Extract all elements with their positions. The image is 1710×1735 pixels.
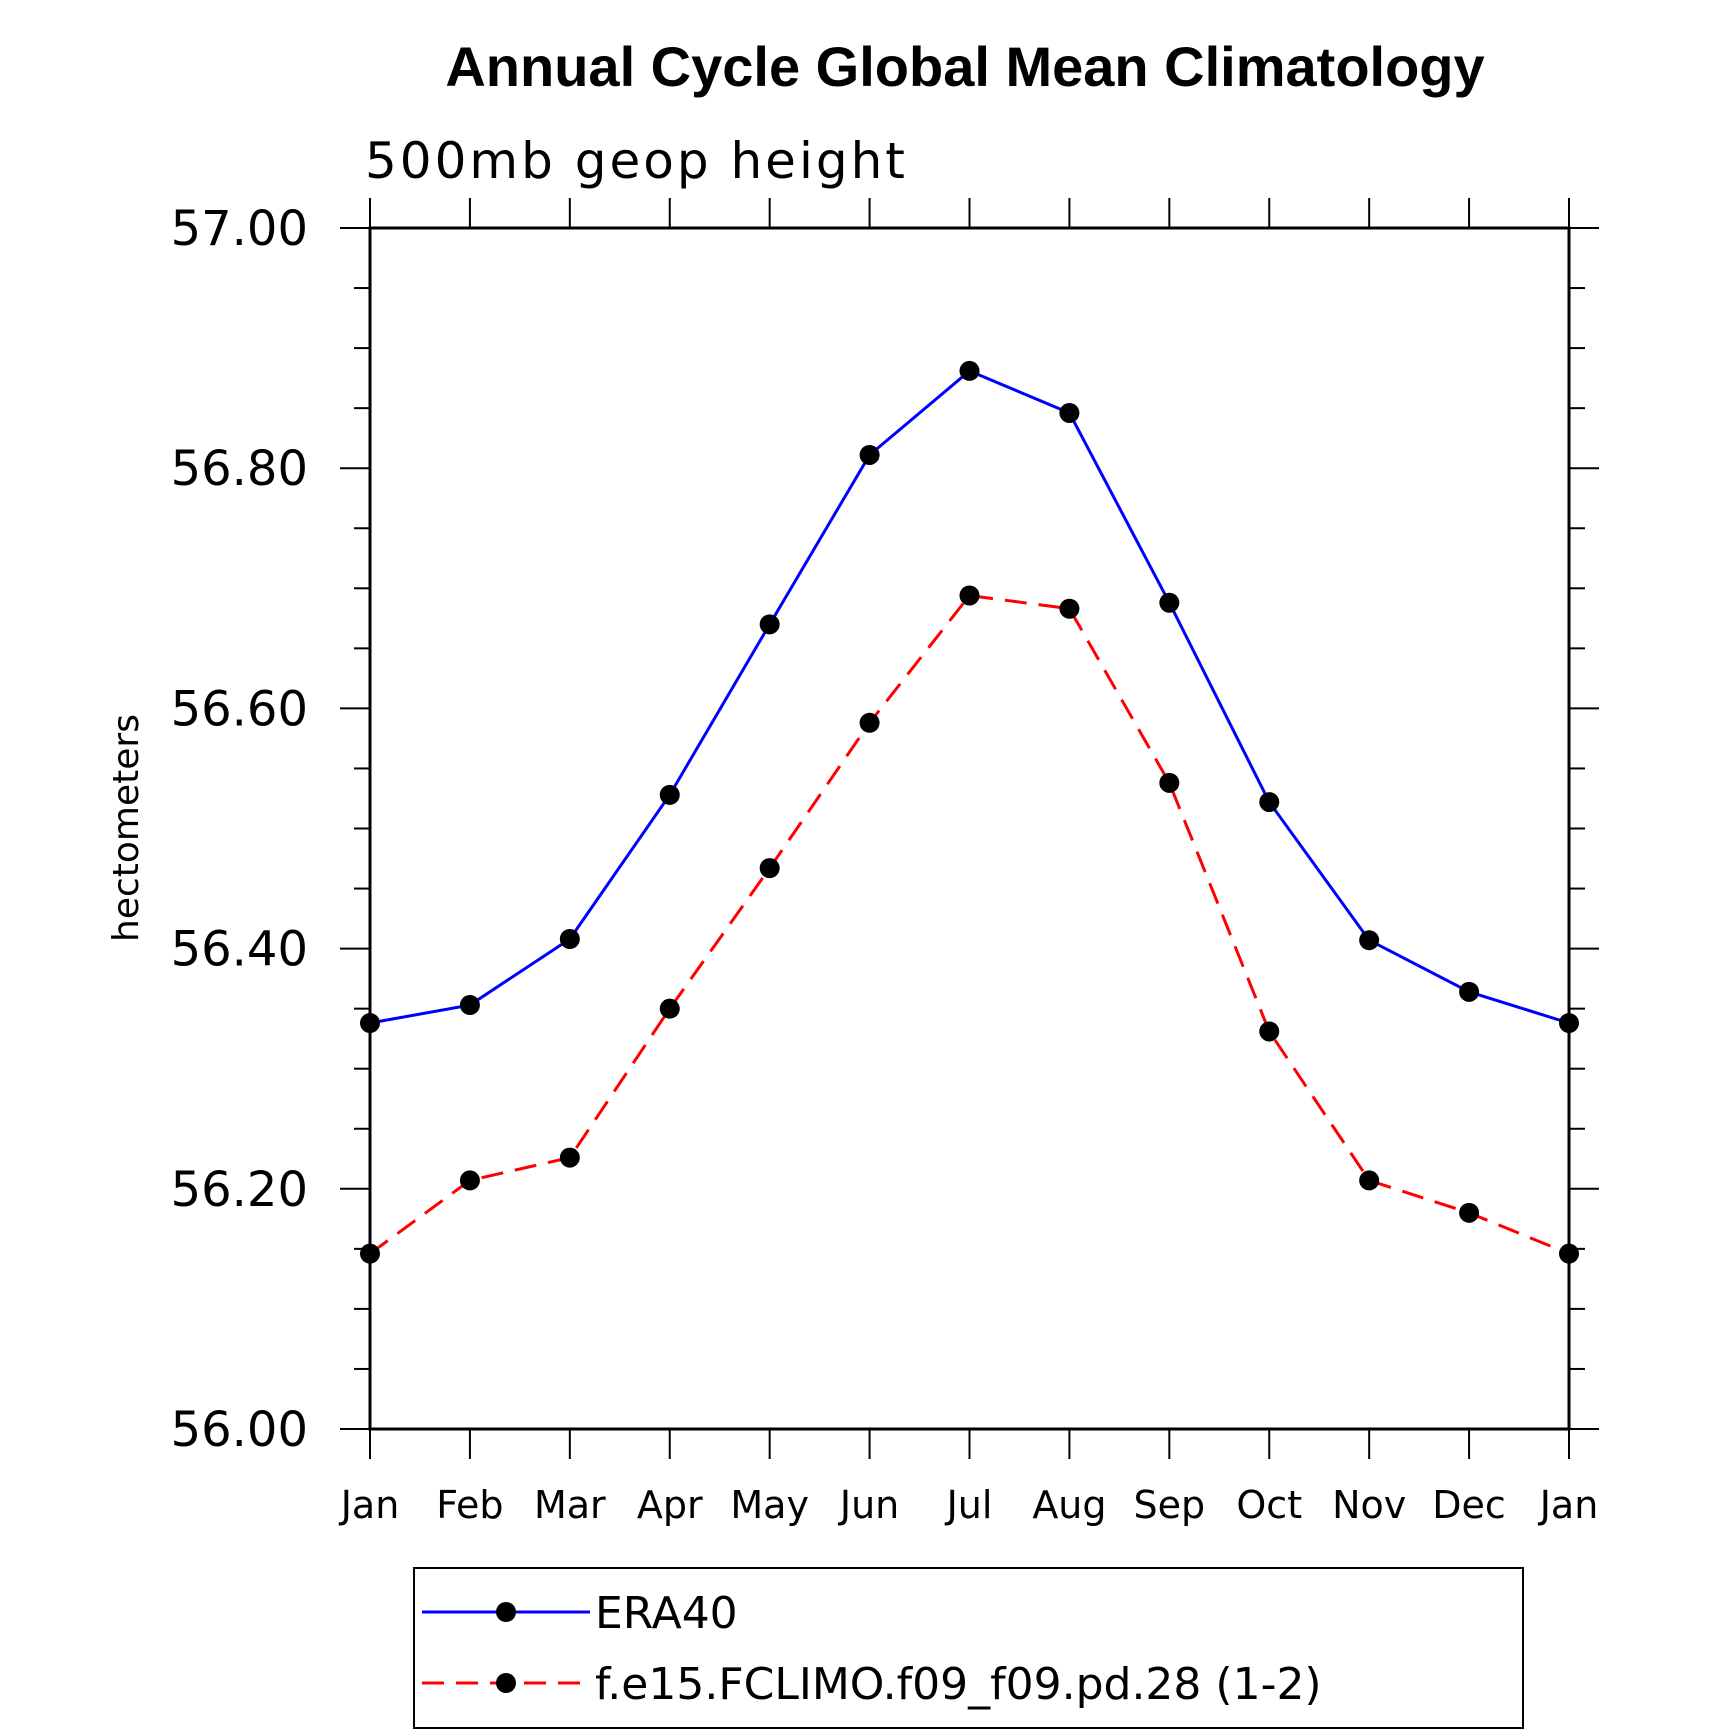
legend-entry-2: f.e15.FCLIMO.f09_f09.pd.28 (1-2) [422,1659,1322,1710]
legend-box [413,1567,1524,1729]
plot-frame [368,226,1571,1431]
x-tick-label: Feb [436,1483,503,1527]
x-tick-label: Apr [637,1483,703,1527]
x-tick-label: Dec [1432,1483,1506,1527]
data-point [759,858,780,879]
data-point [759,614,780,635]
y-tick-label: 56.60 [171,681,308,737]
data-point [859,444,880,465]
x-tick-label: Oct [1236,1483,1302,1527]
data-point [360,1013,380,1034]
y-tick-label: 56.40 [171,922,308,978]
data-point [1159,772,1180,793]
data-point [959,360,980,381]
data-point [659,998,680,1019]
data-point [1159,592,1180,613]
chart-title: Annual Cycle Global Mean Climatology [445,35,1484,98]
data-point [859,712,880,733]
series-layer [360,360,1579,1264]
y-tick-label: 56.80 [171,441,308,497]
legend-entry-1: ERA40 [422,1588,738,1639]
series-line [369,369,1570,1025]
data-point [1259,1021,1280,1042]
data-point [1059,402,1080,423]
data-point [659,784,680,805]
data-point [360,1243,380,1264]
data-point [1359,930,1380,951]
x-tick-label: Jun [838,1483,899,1527]
data-point [959,585,980,606]
y-tick-label: 56.00 [171,1402,308,1458]
x-tick-label: Jan [339,1483,400,1527]
data-point [1459,1202,1480,1223]
data-point [1059,598,1080,619]
series-line [369,593,1570,1256]
data-point [459,995,480,1016]
legend-marker [496,1673,516,1693]
y-tick-label: 57.00 [171,201,308,257]
x-tick-label: Jan [1538,1483,1599,1527]
legend: ERA40 f.e15.FCLIMO.f09_f09.pd.28 (1-2) [413,1567,1524,1729]
y-axis-label: hectometers [106,714,147,942]
series-1 [360,360,1579,1034]
legend-marker [496,1602,516,1622]
data-point [559,928,580,949]
x-tick-label: Mar [534,1483,606,1527]
data-point [1459,981,1480,1002]
data-point [459,1170,480,1191]
x-tick-label: May [730,1483,809,1527]
x-tick-label: Jul [945,1483,993,1527]
axes: 56.00 56.20 56.40 56.60 56.80 57.00 Jan Feb Mar A… [171,198,1599,1527]
x-tick-label: Sep [1134,1483,1206,1527]
series-2 [360,585,1579,1264]
data-point [559,1147,580,1168]
y-tick-label: 56.20 [171,1162,308,1218]
chart-subtitle: 500mb geop height [365,132,908,190]
data-point [1559,1013,1579,1034]
data-point [1259,792,1280,813]
legend-label: ERA40 [595,1588,738,1639]
x-tick-label: Nov [1332,1483,1406,1527]
legend-label: f.e15.FCLIMO.f09_f09.pd.28 (1-2) [595,1659,1322,1710]
x-tick-label: Aug [1032,1483,1106,1527]
data-point [1359,1170,1380,1191]
data-point [1559,1243,1579,1264]
